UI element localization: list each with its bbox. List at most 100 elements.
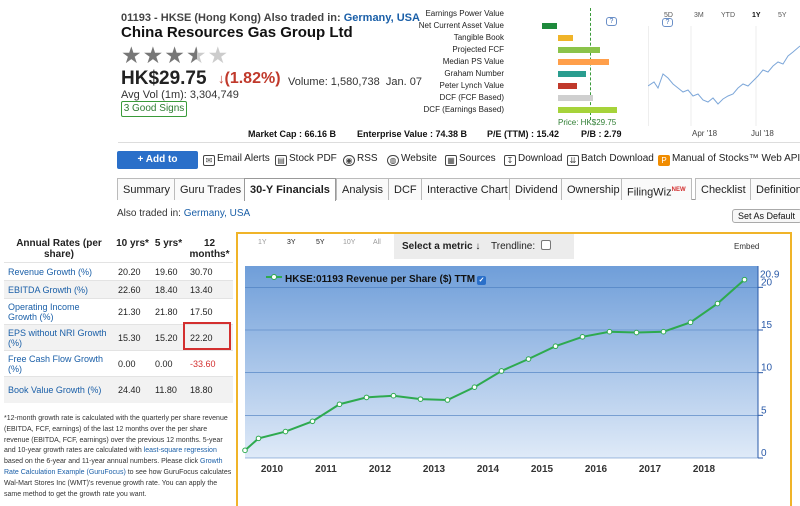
tab-interactive-chart[interactable]: Interactive Chart [421,178,514,200]
growth-example-link[interactable]: Growth Rate Calculation Example (GuruFoc… [4,458,223,476]
tab-guru-trades[interactable]: Guru Trades [174,178,248,200]
email-alerts-label: Email Alerts [217,153,270,164]
tab-analysis[interactable]: Analysis [336,178,389,200]
col-header: 10 yrs* [116,238,149,249]
empty-star-icon: ★ [207,42,230,68]
data-point [714,300,721,307]
api-label: Manual of Stocks™ Web API [672,153,800,164]
sources-link[interactable]: ▦ Sources [445,153,496,166]
embed-link[interactable]: Embed [734,242,760,251]
chart-legend[interactable]: HKSE:01193 Revenue per Share ($) TTM ✓ [266,273,487,285]
tab-dividend[interactable]: Dividend [509,178,564,200]
download-icon: ↧ [504,155,516,166]
price-date: Jan. 07 [385,76,422,88]
data-point [687,319,694,326]
volume-line: Volume: 1,580,738 Jan. 07 [288,76,422,88]
y-tick-label: 5 [761,405,767,416]
range-tab[interactable]: 5Y [316,239,325,246]
valuation-bar [558,107,617,113]
envelope-icon: ✉ [203,155,215,166]
metric-name-link[interactable]: EPS without NRI Growth (%) [4,324,114,351]
pdf-icon: ▤ [275,155,287,166]
growth-notes: *12-month growth rate is calculated with… [4,414,234,500]
y-tick-label: 15 [761,320,773,331]
add-to-portfolio-button[interactable]: + Add to Portfolio [117,151,198,183]
mini-tab[interactable]: YTD [721,12,735,19]
batch-download-label: Batch Download [581,153,654,164]
mini-tab[interactable]: 3M [694,12,704,19]
valuation-label: Earnings Power Value [425,9,504,18]
range-tab[interactable]: All [373,239,381,246]
valuation-row: Graham Number [408,68,620,80]
valuation-bars: Earnings Power Value Net Current Asset Va… [408,8,620,127]
col-header: Annual Rates (per share) [16,238,102,260]
range-tab[interactable]: 10Y [343,239,356,246]
download-link[interactable]: ↧ Download [504,153,562,166]
metric-name-link[interactable]: Revenue Growth (%) [4,262,114,281]
help-icon[interactable]: ? [662,18,673,27]
metric-name-link[interactable]: EBITDA Growth (%) [4,280,114,299]
rating-stars[interactable]: ★★★★★ [121,42,229,69]
tab-checklist[interactable]: Checklist [695,178,752,200]
value-10y: 22.60 [114,280,151,299]
tab-ownership[interactable]: Ownership [561,178,626,200]
pb-ratio: P/B : 2.79 [581,129,622,139]
valuation-bar [558,35,573,41]
avg-volume: Avg Vol (1m): 3,304,749 [121,89,239,101]
plot-area [245,266,758,458]
mini-price-line [648,45,800,105]
range-tab[interactable]: 1Y [258,239,267,246]
rss-link[interactable]: ◉ RSS [343,153,378,166]
trendline-checkbox[interactable] [541,240,551,250]
mini-x-label: Jul '18 [751,129,774,138]
download-label: Download [518,153,563,164]
value-10y: 21.30 [114,298,151,325]
checkbox-checked-icon[interactable]: ✓ [477,276,487,285]
also-traded-link[interactable]: Germany, USA [183,208,251,219]
least-square-link[interactable]: least-square regression [143,447,217,455]
stock-pdf-link[interactable]: ▤ Stock PDF [275,153,337,166]
y-tick-label: 10 [761,363,773,374]
api-link[interactable]: P Manual of Stocks™ Web API [658,153,800,166]
metric-name-link[interactable]: Book Value Growth (%) [4,376,114,403]
metric-name-link[interactable]: Operating Income Growth (%) [4,298,114,325]
valuation-row: Projected FCF [408,44,620,56]
email-alerts-link[interactable]: ✉ Email Alerts [203,153,270,166]
tab-filingwiz[interactable]: FilingWizNEW [621,178,692,200]
also-traded-link[interactable]: Germany, USA [343,12,420,24]
ticker: 01193 - HKSE (Hong Kong) [121,12,261,24]
growth-rates-table: Annual Rates (per share) 10 yrs* 5 yrs* … [4,236,233,403]
mini-tab[interactable]: 5Y [778,12,787,19]
x-tick-label: 2012 [369,464,392,475]
valuation-bar [558,59,609,65]
rss-label: RSS [357,153,378,164]
new-badge: NEW [671,187,686,193]
tab-dcf[interactable]: DCF [388,178,423,200]
data-point [255,435,262,442]
metric-name-link[interactable]: Free Cash Flow Growth (%) [4,350,114,377]
x-tick-label: 2017 [639,464,662,475]
select-metric-dropdown[interactable]: Select a metric ↓ [402,241,481,252]
range-tab[interactable]: 3Y [287,239,296,246]
mini-tab[interactable]: 1Y [752,12,761,19]
notes-text: to see how GuruFocus calculates Wal-Mart… [4,468,232,498]
value-12m: 17.50 [186,298,233,325]
batch-download-icon: ⇊ [567,155,579,166]
valuation-label: Tangible Book [453,33,504,42]
good-signs-badge[interactable]: 3 Good Signs [121,101,187,117]
tab-definitions[interactable]: Definitions [750,178,800,200]
batch-download-link[interactable]: ⇊ Batch Download [567,153,654,166]
notes-text: *12-month growth rate is calculated with… [4,415,228,455]
action-toolbar: + Add to Portfolio ✉Email Alerts ▤Stock … [117,151,800,183]
data-point [552,343,559,350]
mini-tab[interactable]: 5D [664,12,673,19]
help-icon[interactable]: ? [606,17,617,26]
set-as-default-button[interactable]: Set As Default [732,209,800,223]
table-row: EPS without NRI Growth (%) 15.30 15.20 22.2… [4,324,233,351]
x-tick-label: 2010 [261,464,284,475]
tab-summary[interactable]: Summary [117,178,177,200]
valuation-label: Median PS Value [442,57,504,66]
website-link[interactable]: ◍ Website [387,153,437,166]
valuation-label: Peter Lynch Value [439,81,504,90]
tab-30y-financials[interactable]: 30-Y Financials [244,178,336,201]
